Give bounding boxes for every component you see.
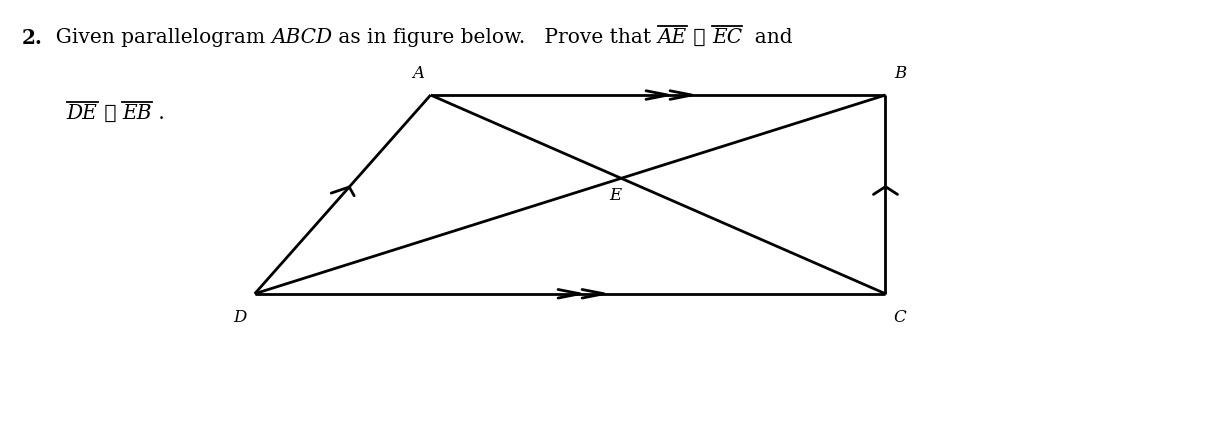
- Text: ≅: ≅: [687, 28, 712, 47]
- Text: E: E: [609, 187, 621, 204]
- Text: AE: AE: [657, 28, 687, 47]
- Text: .: .: [152, 104, 165, 123]
- Text: EC: EC: [712, 28, 742, 47]
- Text: 2.: 2.: [22, 28, 42, 48]
- Text: C: C: [894, 309, 906, 326]
- Text: Given parallelogram: Given parallelogram: [42, 28, 272, 47]
- Text: DE: DE: [67, 104, 97, 123]
- Text: A: A: [412, 65, 425, 82]
- Text: B: B: [894, 65, 906, 82]
- Text: and: and: [742, 28, 793, 47]
- Text: as in figure below.   Prove that: as in figure below. Prove that: [332, 28, 657, 47]
- Text: EB: EB: [123, 104, 152, 123]
- Text: D: D: [233, 309, 247, 326]
- Text: ≅: ≅: [97, 104, 123, 123]
- Text: ABCD: ABCD: [272, 28, 332, 47]
